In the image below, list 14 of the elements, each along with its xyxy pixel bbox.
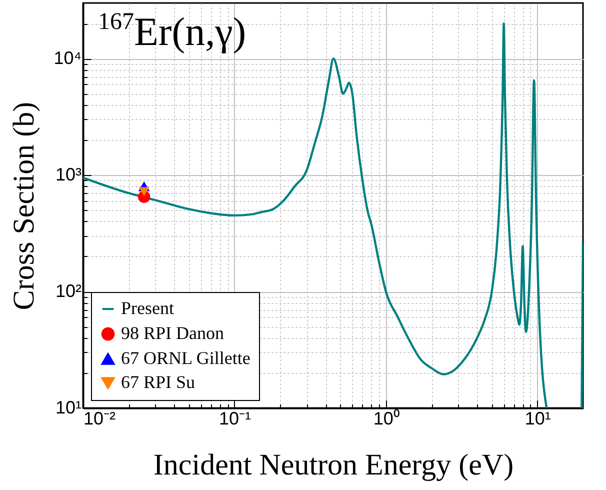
legend-label: Present — [121, 298, 174, 318]
y-tick-label: 10² — [55, 281, 82, 302]
legend-label: 67 ORNL Gillette — [121, 348, 250, 368]
chart-title: $^{167}$Er(n,γ) — [98, 9, 246, 54]
x-axis-title: Incident Neutron Energy (eV) — [153, 448, 514, 482]
x-tick-label: 10⁻¹ — [218, 408, 251, 428]
y-axis-title: Cross Section (b) — [8, 102, 41, 310]
y-tick-label: 10⁴ — [54, 48, 82, 68]
legend-label: 98 RPI Danon — [121, 323, 224, 343]
legend-label: 67 RPI Su — [121, 372, 196, 392]
y-tick-label: 10³ — [55, 164, 82, 185]
x-tick-label: 10¹ — [524, 408, 551, 428]
x-tick-label: 10⁰ — [373, 408, 400, 428]
x-tick-label: 10⁻² — [84, 408, 116, 428]
